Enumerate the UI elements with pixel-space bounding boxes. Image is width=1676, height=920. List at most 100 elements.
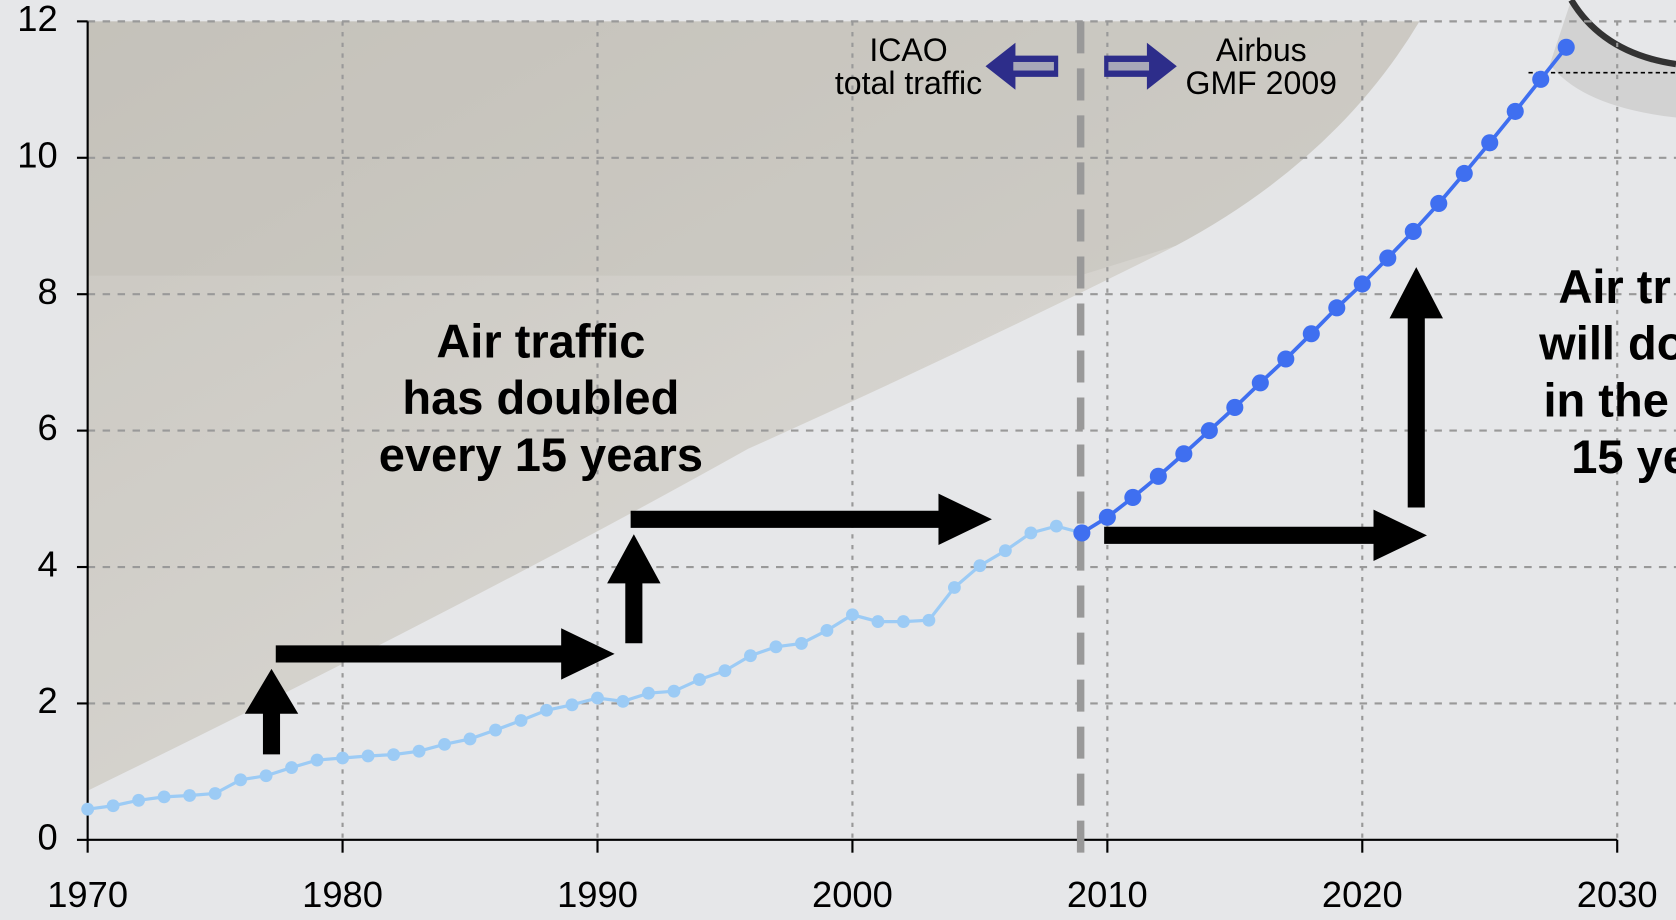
point <box>1455 164 1473 183</box>
point <box>667 684 681 698</box>
point <box>565 698 579 712</box>
y-tick-label: 10 <box>17 134 57 175</box>
point <box>1277 350 1295 368</box>
annotation: has doubled <box>402 371 679 424</box>
point <box>1098 508 1116 526</box>
point <box>514 714 528 727</box>
annotation: Air tr <box>1558 260 1670 313</box>
annotation: every 15 years <box>379 428 703 481</box>
annotation: will do <box>1538 317 1676 370</box>
point <box>1302 325 1320 343</box>
point <box>642 686 655 700</box>
point <box>1200 422 1218 440</box>
y-tick-label: 12 <box>17 0 57 39</box>
direction-arrows <box>985 42 1177 90</box>
y-tick-label: 0 <box>37 816 57 857</box>
point <box>998 544 1012 558</box>
point <box>769 640 783 654</box>
point <box>846 608 859 622</box>
engine-rim <box>1568 0 1676 68</box>
annotation: in the <box>1543 373 1668 426</box>
point <box>1532 70 1550 88</box>
point <box>489 723 502 737</box>
point <box>947 581 961 594</box>
right-arrow-inner <box>1108 61 1150 71</box>
series-line <box>87 524 1083 811</box>
point <box>973 559 987 573</box>
point <box>1149 467 1167 485</box>
point <box>871 615 885 629</box>
point <box>693 673 706 686</box>
point <box>259 769 273 783</box>
point <box>234 773 248 787</box>
series-label: Airbus <box>1216 32 1307 68</box>
point <box>1379 249 1397 267</box>
annotation: 15 ye <box>1571 430 1676 483</box>
point <box>1251 374 1269 392</box>
arrow-up <box>607 534 661 644</box>
point <box>1481 134 1499 152</box>
point <box>463 732 477 746</box>
background-shape <box>87 21 1420 791</box>
y-tick-label: 8 <box>37 271 57 312</box>
y-tick-label: 2 <box>37 680 57 721</box>
series-label: total traffic <box>835 65 982 101</box>
arrow-right <box>630 493 992 545</box>
x-tick-label: 1970 <box>47 874 128 915</box>
point <box>208 787 222 800</box>
arrow-right <box>1104 509 1427 561</box>
x-tick-label: 2000 <box>812 874 893 915</box>
point <box>106 799 120 813</box>
point <box>922 613 936 627</box>
point <box>540 703 553 717</box>
arrow-up <box>244 668 299 755</box>
arrow-right <box>275 628 615 680</box>
point <box>616 694 630 708</box>
engine-image <box>1549 0 1676 118</box>
x-tick-label: 1990 <box>557 874 638 915</box>
point <box>438 737 451 751</box>
point <box>81 802 95 816</box>
point <box>157 790 171 804</box>
point <box>1328 299 1346 317</box>
point <box>183 789 197 802</box>
x-tick-label: 2010 <box>1067 874 1148 915</box>
y-tick-label: 6 <box>37 407 57 448</box>
x-tick-label: 2030 <box>1577 874 1658 915</box>
point <box>1404 222 1422 240</box>
plot <box>81 38 1575 816</box>
point <box>591 691 604 705</box>
point <box>897 615 910 629</box>
point <box>285 761 299 774</box>
x-tick-label: 1980 <box>302 874 383 915</box>
point <box>1024 526 1038 540</box>
left-arrow-inner <box>1013 61 1054 71</box>
arrows <box>244 267 1443 755</box>
point <box>1557 38 1575 56</box>
point <box>1124 488 1142 507</box>
y-tick-label: 4 <box>37 544 57 585</box>
point <box>1049 519 1063 533</box>
point <box>336 751 349 765</box>
point <box>1506 102 1524 120</box>
point <box>361 749 375 763</box>
point <box>744 649 757 663</box>
point <box>1353 275 1371 293</box>
point <box>718 664 732 678</box>
point <box>1175 445 1193 463</box>
point <box>412 744 426 758</box>
point <box>820 624 834 637</box>
arrow-up <box>1389 267 1443 508</box>
point <box>132 793 146 807</box>
point <box>387 748 400 762</box>
x-tick-label: 2020 <box>1322 874 1403 915</box>
annotation: Air traffic <box>436 315 645 368</box>
point <box>1073 524 1091 542</box>
background-band <box>87 21 1420 276</box>
point <box>310 753 324 767</box>
series-label: GMF 2009 <box>1186 65 1337 101</box>
point <box>795 637 808 650</box>
point <box>1430 194 1448 213</box>
